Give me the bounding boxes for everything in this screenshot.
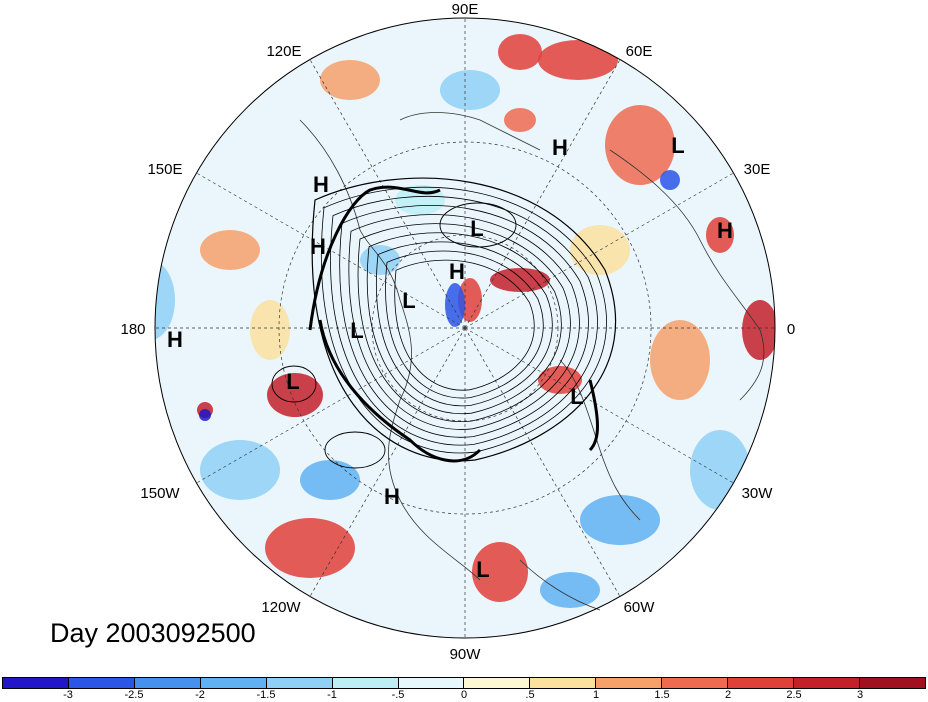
colorbar-tick-label: 0	[460, 689, 468, 701]
high-pressure-label: H	[449, 259, 465, 284]
day-label: Day 2003092500	[50, 618, 256, 648]
colorbar-segment	[530, 678, 597, 688]
high-pressure-label: H	[552, 135, 568, 160]
colorbar-segment	[794, 678, 860, 688]
longitude-label: 30E	[744, 161, 771, 178]
low-pressure-label: L	[402, 288, 415, 313]
colorbar-segment	[3, 678, 69, 688]
height-contours	[271, 177, 617, 469]
colorbar-tick-label: .5	[525, 689, 535, 701]
longitude-label: 180	[120, 321, 145, 338]
colorbar-tick-label: -3	[63, 689, 73, 701]
longitude-label: 90E	[452, 1, 479, 18]
colorbar-tick-label: 3	[856, 689, 864, 701]
colorbar-segment	[464, 678, 531, 688]
colorbar-tick-label: 2.5	[786, 689, 802, 701]
colorbar-segment	[662, 678, 729, 688]
lat-lon-gridlines	[155, 18, 775, 638]
colorbar-tick-label: -.5	[391, 689, 405, 701]
low-pressure-label: L	[470, 216, 483, 241]
high-pressure-label: H	[167, 327, 183, 352]
high-pressure-label: H	[313, 172, 329, 197]
low-pressure-label: L	[570, 384, 583, 409]
high-pressure-label: H	[384, 484, 400, 509]
high-pressure-label: H	[717, 218, 733, 243]
colorbar-segment	[68, 678, 135, 688]
longitude-label: 90W	[450, 646, 482, 663]
colorbar-segment	[134, 678, 201, 688]
colorbar-tick-label: -1.5	[256, 689, 276, 701]
longitude-label: 120W	[261, 599, 301, 616]
colorbar-tick-label: 2	[724, 689, 732, 701]
colorbar-tick-label: 1.5	[654, 689, 670, 701]
map-boundary	[154, 17, 776, 639]
low-pressure-label: L	[286, 369, 299, 394]
longitude-label: 150W	[140, 485, 180, 502]
colorbar-tick-label: -2	[195, 689, 205, 701]
high-pressure-label: H	[310, 234, 326, 259]
longitude-label: 60E	[626, 43, 653, 60]
low-pressure-label: L	[671, 133, 684, 158]
longitude-label: 30W	[742, 485, 774, 502]
colorbar-segment	[332, 678, 399, 688]
colorbar-segment	[200, 678, 267, 688]
colorbar-segment	[728, 678, 795, 688]
coastlines	[299, 112, 765, 611]
longitude-label: 60W	[624, 599, 656, 616]
colorbar-segment	[398, 678, 465, 688]
colorbar-segment	[859, 678, 925, 688]
colorbar-tick-label: -1	[327, 689, 337, 701]
longitude-label: 150E	[147, 161, 182, 178]
longitude-label: 0	[787, 321, 795, 338]
colorbar-tick-label: 1	[592, 689, 600, 701]
longitude-labels: 90E 60E 30E 0 30W 60W 90W 120W 150W 180 150E 120E	[120, 1, 795, 663]
low-pressure-label: L	[350, 318, 363, 343]
colorbar-segment	[266, 678, 333, 688]
low-pressure-label: L	[476, 557, 489, 582]
colorbar-tick-label: -2.5	[124, 689, 144, 701]
colorbar	[2, 677, 926, 689]
longitude-label: 120E	[266, 43, 301, 60]
colorbar-segment	[596, 678, 663, 688]
